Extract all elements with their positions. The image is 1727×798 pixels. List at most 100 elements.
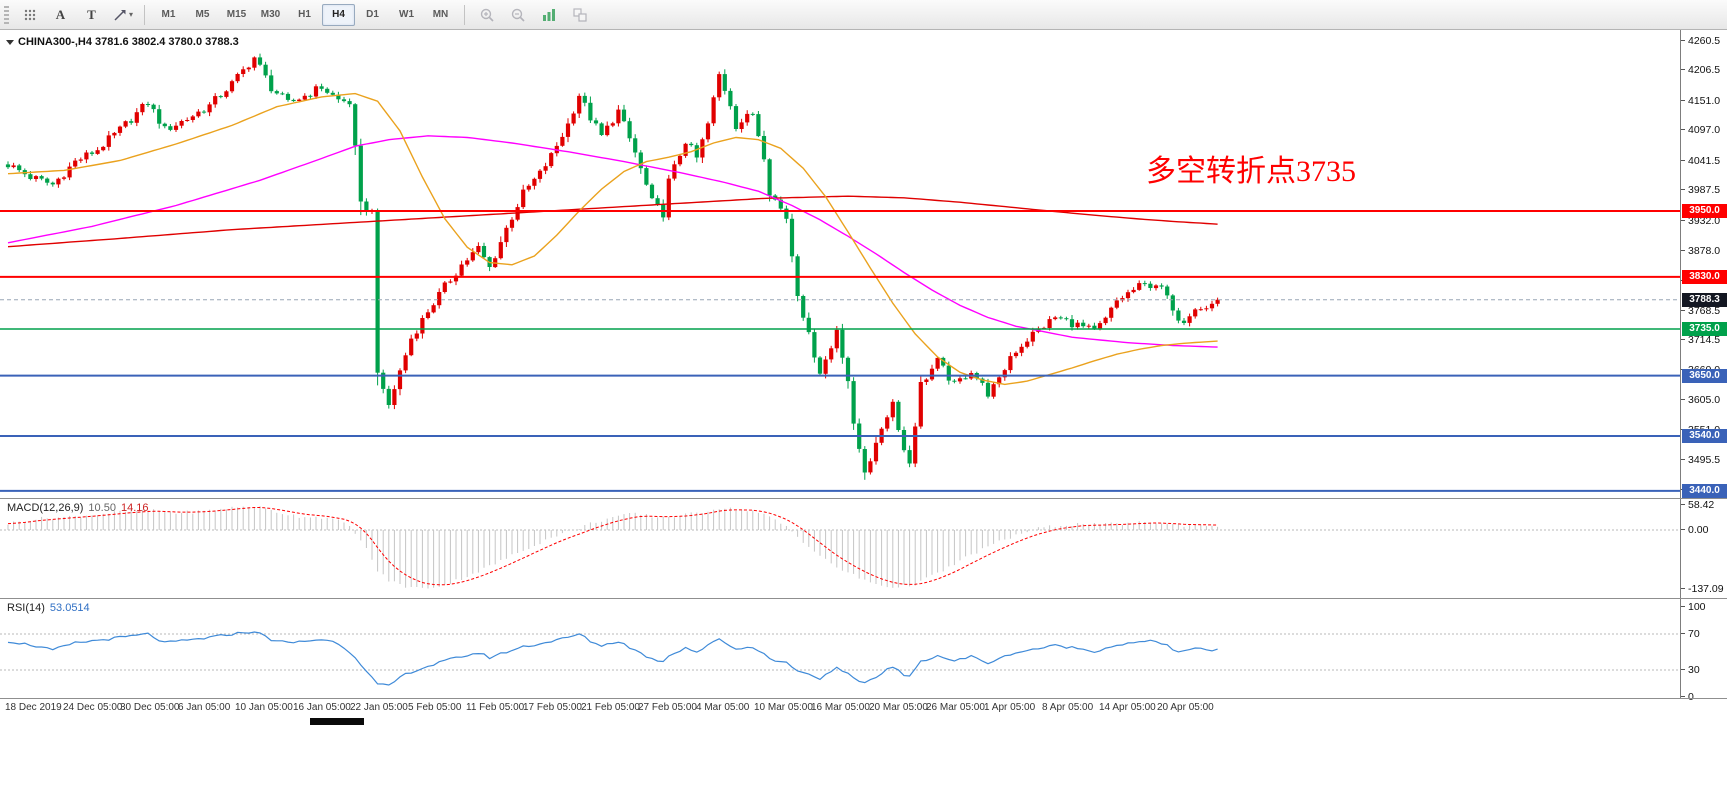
candle — [616, 109, 621, 124]
chart-annotation[interactable]: 多空转折点3735 — [1146, 155, 1356, 188]
zoom-out-icon — [511, 8, 525, 22]
candle — [705, 123, 711, 140]
bar-chart-icon — [542, 8, 555, 21]
candle — [756, 114, 761, 137]
candle — [347, 101, 352, 105]
price-chart-canvas[interactable] — [0, 30, 1680, 498]
candle — [1193, 309, 1198, 317]
candle — [549, 153, 554, 167]
candle — [123, 121, 128, 127]
macd-panel[interactable]: MACD(12,26,9) 10.50 14.16 — [0, 499, 1680, 598]
candle — [924, 379, 929, 382]
candle — [1215, 299, 1220, 304]
candle — [420, 318, 425, 334]
timeframe-button-m1[interactable]: M1 — [161, 9, 176, 20]
timeframe-button-d1[interactable]: D1 — [366, 9, 379, 20]
candle — [498, 242, 503, 259]
candle — [269, 75, 274, 92]
candle — [431, 305, 436, 313]
candle — [1131, 289, 1136, 293]
panel-splitter[interactable] — [0, 598, 1727, 599]
candle — [526, 185, 531, 190]
time-axis-label: 11 Feb 05:00 — [466, 702, 525, 713]
candle — [257, 57, 263, 65]
candle — [873, 442, 879, 462]
macd-canvas[interactable] — [0, 499, 1680, 598]
candle — [134, 112, 139, 123]
candle — [5, 164, 11, 168]
price-axis[interactable]: 4260.5 4206.5 4151.0 4097.0 4041.5 3987.5 3932… — [1680, 30, 1727, 703]
timeframe-toolbar: M1 M5 M15 M30 H1 H4 D1 W1 MN — [152, 3, 457, 26]
timeframe-button-h4[interactable]: H4 — [322, 3, 355, 26]
candle — [722, 74, 727, 91]
draw-tools-button[interactable]: ▾ — [108, 3, 137, 27]
candle — [901, 430, 907, 451]
panel-splitter[interactable] — [0, 498, 1727, 499]
timeframe-button-h1[interactable]: H1 — [298, 9, 311, 20]
support-resistance-lines — [0, 210, 1680, 492]
timeframe-button-m5[interactable]: M5 — [195, 9, 210, 20]
candle — [521, 189, 526, 208]
time-axis-label: 16 Mar 05:00 — [811, 702, 870, 713]
rsi-axis-label: 30 — [1681, 664, 1727, 676]
candle — [381, 372, 386, 389]
time-axis-label: 27 Feb 05:00 — [638, 702, 697, 713]
axis-splitter — [0, 698, 1727, 699]
macd-series — [0, 506, 1680, 589]
candle — [677, 155, 683, 165]
new-chart-button[interactable] — [534, 3, 563, 27]
candle — [11, 165, 16, 168]
candle — [543, 166, 548, 171]
main-chart-panel[interactable]: CHINA300-,H4 3781.6 3802.4 3780.0 3788.3… — [0, 30, 1680, 498]
charts-grid-icon-button[interactable] — [15, 3, 44, 27]
candle — [784, 208, 789, 219]
price-axis-label: 3878.0 — [1681, 245, 1727, 257]
candle — [190, 116, 195, 120]
candle — [980, 378, 985, 383]
rsi-header: RSI(14) 53.0514 — [7, 602, 90, 614]
candle — [140, 104, 145, 113]
time-axis-label: 10 Jan 05:00 — [235, 702, 293, 713]
candle — [425, 312, 431, 318]
time-axis-label: 10 Mar 05:00 — [754, 702, 813, 713]
zoom-out-button[interactable] — [503, 3, 532, 27]
toolbar-drag-handle[interactable] — [4, 5, 9, 24]
timeframe-button-mn[interactable]: MN — [432, 9, 449, 20]
insert-label-button[interactable]: T — [87, 6, 96, 22]
candle — [683, 143, 688, 156]
candle — [582, 95, 587, 103]
candle — [481, 246, 487, 258]
candle — [285, 93, 291, 100]
candle — [1069, 319, 1075, 328]
zoom-in-button[interactable] — [472, 3, 501, 27]
symbol-dropdown-icon[interactable] — [6, 39, 14, 45]
candle — [459, 264, 464, 276]
candle — [633, 138, 638, 153]
candle — [1013, 352, 1019, 357]
candle — [448, 281, 453, 283]
insert-text-button[interactable]: A — [55, 6, 66, 22]
candle — [655, 198, 660, 205]
candle — [941, 357, 946, 366]
candle — [565, 123, 571, 137]
tile-windows-button[interactable] — [565, 3, 594, 27]
candle — [302, 95, 307, 100]
rsi-canvas[interactable] — [0, 599, 1680, 698]
candle — [845, 357, 851, 382]
grid-dots-icon — [24, 9, 35, 20]
candle — [1187, 316, 1192, 323]
candle — [224, 91, 229, 97]
time-axis[interactable]: 18 Dec 2019 24 Dec 05:00 30 Dec 05:00 6 Jan… — [0, 699, 1680, 716]
toolbar-separator — [464, 4, 465, 25]
candle — [95, 150, 100, 154]
time-axis-label: 17 Feb 05:00 — [523, 702, 582, 713]
level-price-tag: 3650.0 — [1682, 368, 1727, 383]
timeframe-button-m30[interactable]: M30 — [260, 9, 281, 20]
timeframe-button-m15[interactable]: M15 — [226, 9, 247, 20]
chevron-down-icon: ▾ — [128, 10, 133, 19]
rsi-axis-label: 100 — [1681, 601, 1727, 613]
timeframe-button-w1[interactable]: W1 — [399, 9, 414, 20]
rsi-panel[interactable]: RSI(14) 53.0514 — [0, 599, 1680, 698]
candle — [1008, 356, 1013, 371]
